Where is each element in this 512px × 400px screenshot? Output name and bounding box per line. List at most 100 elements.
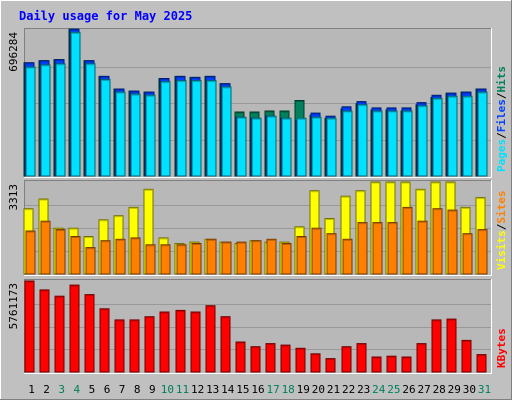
bar-pages-day-18 <box>281 117 292 177</box>
bar-sites-day-8 <box>130 237 141 275</box>
bar-sites-day-20 <box>311 227 322 275</box>
bar-kbytes-day-29 <box>446 318 457 373</box>
bar-sites-day-11 <box>176 244 187 275</box>
bar-kbytes-day-19 <box>295 347 306 373</box>
bar-sites-day-16 <box>251 240 262 275</box>
bar-pages-day-3 <box>55 63 66 177</box>
legend-entry: Hits <box>495 66 508 93</box>
bar-pages-day-5 <box>85 63 96 177</box>
bar-kbytes-day-9 <box>144 316 155 373</box>
bar-kbytes-day-20 <box>310 353 321 373</box>
panel-hits-files-pages: 696284 Pages/Files/Hits <box>7 28 508 178</box>
panel-kbytes: 5761173 KBytes <box>7 279 508 374</box>
chart-title: Daily usage for May 2025 <box>19 9 192 23</box>
day-label: 5 <box>89 383 96 396</box>
bar-kbytes-day-10 <box>159 311 170 373</box>
bar-kbytes-day-8 <box>129 319 140 373</box>
day-label: 29 <box>448 383 461 396</box>
bar-kbytes-day-22 <box>341 346 352 373</box>
y-axis-max-label: 3313 <box>7 184 20 211</box>
bar-sites-day-6 <box>100 240 111 275</box>
y-axis-max-label: 5761173 <box>7 283 20 329</box>
bar-pages-day-29 <box>447 95 458 177</box>
bar-sites-day-17 <box>266 238 277 275</box>
legend-entry: Files <box>495 99 508 132</box>
legend: Pages/Files/Hits <box>495 66 508 172</box>
bar-sites-day-2 <box>40 220 51 275</box>
bar-sites-day-25 <box>387 222 398 275</box>
bar-pages-day-1 <box>25 66 36 177</box>
day-label: 9 <box>149 383 156 396</box>
bar-pages-day-27 <box>417 105 428 177</box>
bar-sites-day-13 <box>206 238 217 275</box>
day-label: 13 <box>206 383 219 396</box>
legend-entry: / <box>495 92 508 99</box>
bar-pages-day-22 <box>342 110 353 177</box>
bar-sites-day-31 <box>477 229 488 275</box>
bar-kbytes-day-1 <box>24 280 35 373</box>
day-label: 11 <box>176 383 189 396</box>
bar-kbytes-day-17 <box>265 343 276 373</box>
x-axis-day-labels: 1 2 3 4 5 6 7 8 9 10 11 12 13 14 15 16 17 18 19 20 21 22 23 24 2… <box>28 383 491 396</box>
bar-kbytes-day-15 <box>235 341 246 373</box>
legend: Visits/Sites <box>495 191 508 271</box>
bar-pages-day-13 <box>206 80 217 177</box>
bar-pages-day-4 <box>70 31 81 177</box>
bar-kbytes-day-4 <box>69 284 80 373</box>
legend-entry: KBytes <box>495 328 508 368</box>
day-label: 6 <box>104 383 111 396</box>
bar-pages-day-24 <box>372 110 383 177</box>
bar-sites-day-28 <box>432 208 443 275</box>
bar-kbytes-day-28 <box>431 319 442 373</box>
bar-sites-day-19 <box>296 236 307 275</box>
panel-visits-sites: 3313 Visits/Sites <box>7 180 508 276</box>
day-label: 21 <box>327 383 340 396</box>
bar-pages-day-8 <box>130 93 141 177</box>
day-label: 14 <box>221 383 235 396</box>
bar-sites-day-27 <box>417 220 428 275</box>
bar-pages-day-16 <box>251 117 262 177</box>
bar-pages-day-30 <box>462 95 473 177</box>
day-label: 19 <box>297 383 310 396</box>
legend: KBytes <box>495 328 508 368</box>
day-label: 8 <box>134 383 141 396</box>
day-label: 2 <box>43 383 50 396</box>
bar-kbytes-day-18 <box>280 344 291 373</box>
bar-kbytes-day-27 <box>416 343 427 373</box>
bar-sites-day-18 <box>281 243 292 275</box>
bar-pages-day-15 <box>236 116 247 177</box>
day-label: 7 <box>119 383 126 396</box>
bar-sites-day-15 <box>236 241 247 275</box>
bar-kbytes-day-2 <box>39 289 50 373</box>
day-label: 26 <box>402 383 415 396</box>
bar-pages-day-2 <box>40 64 51 177</box>
bar-sites-day-9 <box>145 244 156 275</box>
legend-entry: Visits <box>495 230 508 270</box>
y-axis-max-label: 696284 <box>7 32 20 72</box>
bar-kbytes-day-12 <box>190 311 201 373</box>
bar-pages-day-11 <box>176 80 187 177</box>
bar-kbytes-day-13 <box>205 305 216 373</box>
bar-kbytes-day-23 <box>356 343 367 373</box>
bar-pages-day-9 <box>145 94 156 177</box>
legend-entry: / <box>495 223 508 230</box>
bar-kbytes-day-3 <box>54 295 65 373</box>
day-label: 16 <box>251 383 264 396</box>
bar-pages-day-17 <box>266 115 277 177</box>
bar-pages-day-14 <box>221 86 232 177</box>
day-label: 4 <box>73 383 80 396</box>
bar-kbytes-day-6 <box>99 308 110 373</box>
bar-pages-day-12 <box>191 80 202 177</box>
bar-pages-day-28 <box>432 97 443 177</box>
bar-pages-day-31 <box>477 91 488 177</box>
day-label: 30 <box>463 383 476 396</box>
bar-sites-day-7 <box>115 238 126 275</box>
bar-pages-day-20 <box>311 116 322 177</box>
bar-kbytes-day-11 <box>175 309 186 373</box>
day-label: 28 <box>433 383 446 396</box>
bar-kbytes-day-24 <box>371 356 382 373</box>
bar-pages-day-10 <box>160 81 171 177</box>
bar-sites-day-5 <box>85 247 96 275</box>
bar-sites-day-10 <box>160 244 171 275</box>
